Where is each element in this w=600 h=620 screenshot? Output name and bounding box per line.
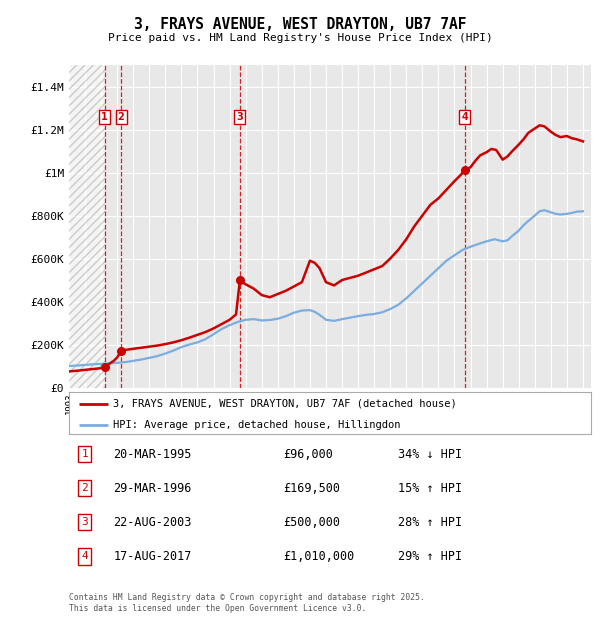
Text: £169,500: £169,500 (283, 482, 340, 495)
Bar (69, 65, 104, 388)
Text: 20-MAR-1995: 20-MAR-1995 (113, 448, 192, 461)
Text: 29-MAR-1996: 29-MAR-1996 (113, 482, 192, 495)
Text: £96,000: £96,000 (283, 448, 333, 461)
Text: 4: 4 (81, 551, 88, 562)
Text: HPI: Average price, detached house, Hillingdon: HPI: Average price, detached house, Hill… (113, 420, 401, 430)
Text: 17-AUG-2017: 17-AUG-2017 (113, 550, 192, 563)
Text: 29% ↑ HPI: 29% ↑ HPI (398, 550, 462, 563)
Text: 2: 2 (81, 483, 88, 494)
Text: 1: 1 (101, 112, 108, 122)
Text: 3: 3 (81, 517, 88, 528)
Text: 1: 1 (81, 449, 88, 459)
Text: Price paid vs. HM Land Registry's House Price Index (HPI): Price paid vs. HM Land Registry's House … (107, 33, 493, 43)
Text: £500,000: £500,000 (283, 516, 340, 529)
Text: 28% ↑ HPI: 28% ↑ HPI (398, 516, 462, 529)
Text: 2: 2 (118, 112, 124, 122)
Text: 4: 4 (461, 112, 468, 122)
Text: £1,010,000: £1,010,000 (283, 550, 354, 563)
Text: 3: 3 (236, 112, 243, 122)
Text: 3, FRAYS AVENUE, WEST DRAYTON, UB7 7AF (detached house): 3, FRAYS AVENUE, WEST DRAYTON, UB7 7AF (… (113, 399, 457, 409)
Text: 34% ↓ HPI: 34% ↓ HPI (398, 448, 462, 461)
Text: Contains HM Land Registry data © Crown copyright and database right 2025.
This d: Contains HM Land Registry data © Crown c… (69, 593, 425, 613)
Text: 22-AUG-2003: 22-AUG-2003 (113, 516, 192, 529)
Text: 3, FRAYS AVENUE, WEST DRAYTON, UB7 7AF: 3, FRAYS AVENUE, WEST DRAYTON, UB7 7AF (134, 17, 466, 32)
Text: 15% ↑ HPI: 15% ↑ HPI (398, 482, 462, 495)
